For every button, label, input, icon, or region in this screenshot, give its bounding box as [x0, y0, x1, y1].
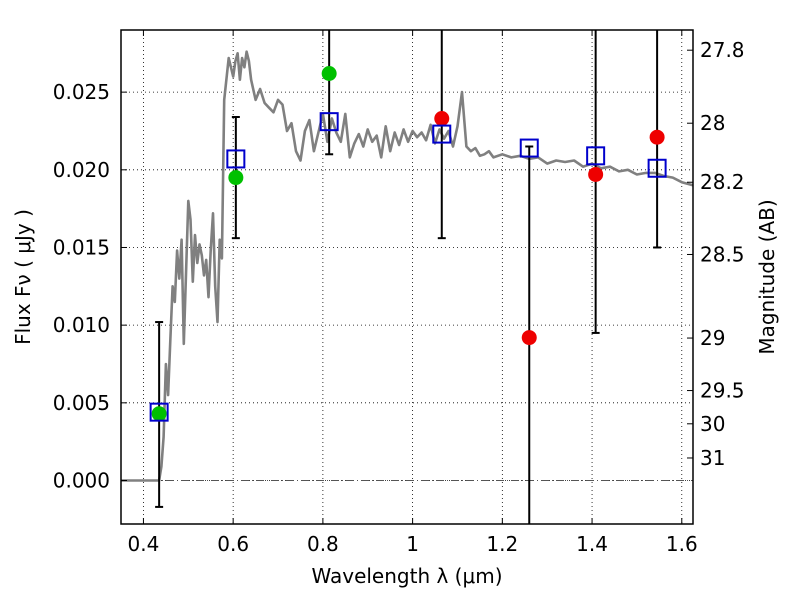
ticks-group: 0.4 0.6 0.8 1 1.2 1.4 1.6 0.000 0.005 0.010 0.015 0… [53, 30, 745, 556]
upper-limit-point [588, 166, 604, 182]
model-photometry-marker [519, 138, 539, 158]
y-tick-label: 0.015 [53, 235, 110, 259]
x-tick-label: 0.4 [128, 532, 160, 556]
detection-point [228, 170, 244, 186]
right-tick-label: 28.5 [700, 242, 745, 266]
plot-frame [120, 29, 694, 525]
detection-point [151, 406, 167, 422]
x-tick-label: 1.4 [576, 532, 608, 556]
detection-point [321, 65, 337, 81]
x-tick-label: 1.6 [666, 532, 698, 556]
right-tick-label: 29 [700, 326, 725, 350]
upper-limit-point [649, 129, 665, 145]
right-tick-label: 31 [700, 446, 725, 470]
x-tick-label: 0.6 [217, 532, 249, 556]
model-photometry-marker [647, 158, 667, 178]
right-tick-label: 27.8 [700, 38, 745, 62]
model-photometry-marker [226, 149, 246, 169]
upper-limit-point [434, 111, 450, 127]
y-tick-label: 0.010 [53, 313, 110, 337]
x-tick-label: 1.2 [486, 532, 518, 556]
upper-limit-point [521, 330, 537, 346]
y-tick-label: 0.000 [53, 469, 110, 493]
y-axis-label: Flux Fν ( μJy ) [11, 209, 35, 345]
x-axis-label: Wavelength λ (μm) [311, 564, 502, 588]
right-tick-label: 28.2 [700, 170, 745, 194]
y-tick-label: 0.020 [53, 158, 110, 182]
model-photometry-marker [149, 402, 169, 422]
model-photometry-marker [586, 146, 606, 166]
model-photometry-marker [319, 112, 339, 132]
model-photometry-marker [432, 124, 452, 144]
right-tick-label: 28 [700, 111, 725, 135]
x-tick-label: 1 [406, 532, 419, 556]
y-tick-label: 0.025 [53, 80, 110, 104]
right-axis-label: Magnitude (AB) [755, 199, 779, 354]
right-tick-label: 30 [700, 412, 725, 436]
points-group [149, 65, 667, 422]
x-tick-label: 0.8 [307, 532, 339, 556]
right-tick-label: 29.5 [700, 379, 745, 403]
y-tick-label: 0.005 [53, 391, 110, 415]
